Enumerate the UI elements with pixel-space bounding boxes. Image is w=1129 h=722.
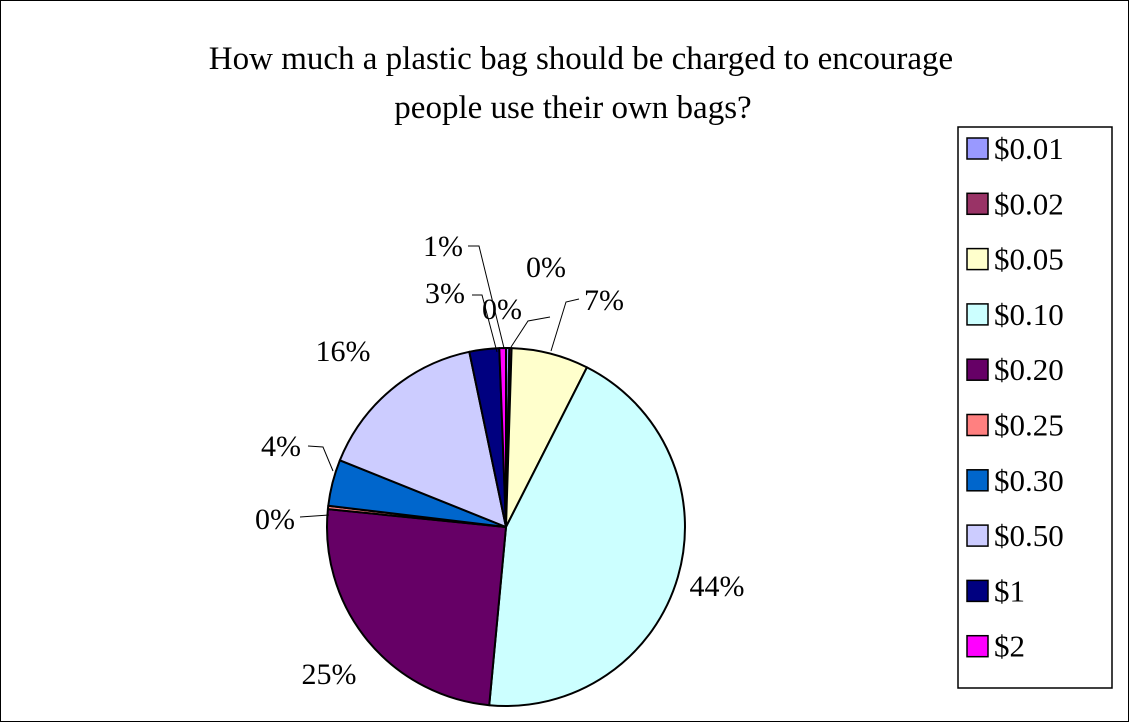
data-label-0-01: 0% — [482, 293, 522, 326]
legend-label-0-02: $0.02 — [994, 186, 1064, 221]
data-label-0-10: 44% — [690, 570, 745, 603]
chart-title-line-1: How much a plastic bag should be charged… — [209, 41, 953, 77]
data-label-0-02: 0% — [526, 251, 566, 284]
leader-line-0-05 — [550, 298, 580, 352]
data-labels: 0%0%7%44%25%0%4%16%3%1% — [255, 230, 745, 691]
legend-swatch-1 — [966, 579, 989, 603]
data-label-0-20: 25% — [302, 658, 357, 691]
chart-title-line-2: people use their own bags? — [394, 90, 751, 126]
legend-swatch-0-20 — [966, 358, 989, 381]
legend-label-0-10: $0.10 — [994, 297, 1064, 332]
legend-swatch-0-50 — [966, 524, 989, 547]
pie-slice-0-50 — [338, 350, 507, 528]
legend-swatch-2 — [966, 634, 989, 658]
leader-lines — [299, 245, 580, 518]
legend-swatch-0-05 — [966, 247, 989, 271]
legend-label-0-30: $0.30 — [994, 463, 1064, 498]
legend-label-0-01: $0.01 — [994, 131, 1064, 166]
legend-label-0-25: $0.25 — [994, 408, 1064, 443]
data-label-0-30: 4% — [261, 430, 301, 463]
legend-label-0-20: $0.20 — [994, 352, 1064, 387]
pie-slice-2 — [498, 347, 507, 528]
legend-label-0-50: $0.50 — [994, 518, 1064, 553]
data-label-1: 3% — [425, 277, 465, 310]
data-label-2: 1% — [423, 230, 463, 263]
pie-slices — [326, 346, 686, 707]
leader-line-0-25 — [299, 514, 330, 518]
legend-swatch-0-10 — [966, 303, 989, 326]
leader-line-0-30 — [307, 445, 334, 472]
legend-swatch-0-30 — [966, 469, 989, 492]
legend-swatch-0-25 — [966, 413, 989, 437]
legend: $0.01 $0.02 $0.05 $0.10 $0.20 $0.25 $0.30 $0.50… — [966, 131, 1064, 664]
legend-label-1: $1 — [994, 573, 1025, 608]
legend-swatch-0-01 — [966, 137, 989, 160]
leader-line-1 — [472, 294, 498, 353]
leader-line-2 — [468, 245, 505, 349]
pie-slice-0-20 — [326, 508, 507, 707]
data-label-0-50: 16% — [316, 335, 371, 368]
legend-label-0-05: $0.05 — [994, 242, 1064, 277]
data-label-0-05: 7% — [584, 284, 624, 317]
pie-slice-0-10 — [488, 366, 686, 707]
leader-line-0-01 — [510, 316, 551, 348]
legend-swatch-0-02 — [966, 192, 989, 216]
legend-label-2: $2 — [994, 629, 1025, 664]
data-label-0-25: 0% — [255, 503, 295, 536]
